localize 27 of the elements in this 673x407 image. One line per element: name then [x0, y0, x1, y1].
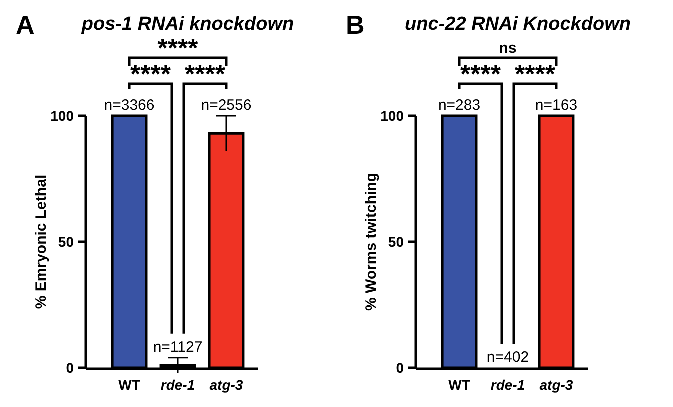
y-tick-label: 0	[66, 360, 74, 376]
text: ****	[515, 59, 556, 89]
chart-title: pos-1 RNAi knockdown	[80, 14, 294, 35]
y-tick-label: 100	[380, 108, 404, 124]
x-tick-label: WT	[448, 377, 471, 393]
x-tick-label: atg-3	[210, 377, 244, 393]
y-tick-label: 100	[50, 108, 74, 124]
text: ****	[460, 59, 502, 89]
chart-title: unc-22 RNAi Knockdown	[405, 14, 631, 35]
annotation: n=283	[438, 97, 481, 114]
text: B	[346, 10, 365, 40]
text: ns	[499, 40, 517, 57]
y-axis-title: % Worms twitching	[363, 172, 380, 312]
x-tick-label: rde-1	[160, 377, 196, 393]
y-tick-label: 50	[58, 234, 74, 250]
y-tick-label: 50	[388, 234, 404, 250]
annotation: n=402	[486, 349, 530, 366]
x-tick-label: WT	[118, 377, 141, 393]
annotation: n=2556	[201, 97, 252, 114]
x-tick-label: rde-1	[490, 377, 526, 393]
y-tick-label: 0	[396, 360, 404, 376]
x-tick-label: atg-3	[540, 377, 574, 393]
text: A	[16, 10, 35, 40]
annotation: n=3366	[104, 97, 155, 114]
annotation: n=163	[535, 97, 578, 114]
y-axis-title: % Emryonic Lethal	[33, 174, 50, 310]
annotation: n=1127	[153, 338, 203, 356]
